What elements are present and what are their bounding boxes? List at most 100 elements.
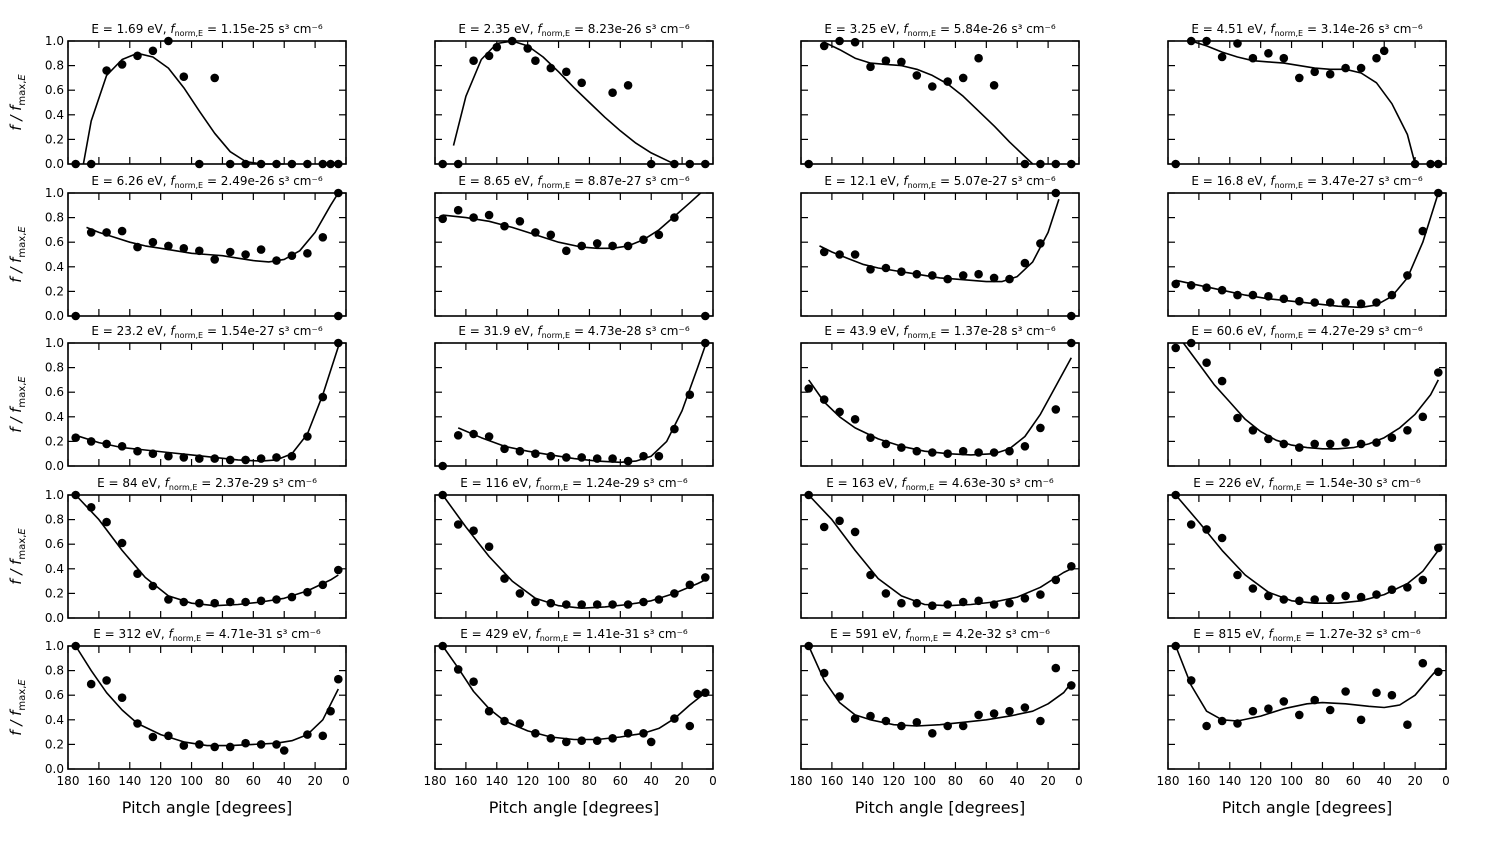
data-point (133, 719, 142, 728)
data-point (318, 159, 328, 169)
data-point (1372, 298, 1381, 307)
data-point (86, 159, 96, 169)
data-point (646, 159, 656, 169)
data-point (866, 62, 875, 72)
data-point (881, 439, 891, 449)
data-point (1325, 298, 1335, 307)
x-tick-label: 160 (87, 774, 110, 788)
fit-curve (1175, 192, 1440, 309)
data-point (241, 597, 250, 607)
panel-title: E = 226 eV, fnorm,E = 1.54e-30 s³ cm⁻⁶ (1193, 476, 1421, 492)
x-tick-label: 40 (644, 774, 659, 788)
data-point (102, 517, 111, 527)
fit-curve (1175, 494, 1439, 604)
data-point (546, 63, 556, 73)
x-tick-label: 80 (582, 774, 597, 788)
data-point (1279, 697, 1289, 706)
y-tick-label: 0.2 (45, 586, 64, 600)
data-point (492, 42, 502, 52)
fit-curve (819, 198, 1060, 283)
data-point (646, 737, 656, 747)
y-axis-label: f / fmax,E (7, 376, 28, 433)
fit-curve (823, 41, 1034, 165)
fnorm-symbol: f (905, 627, 911, 641)
data-point (148, 237, 158, 247)
fnorm-symbol: f (170, 22, 176, 36)
panel-energy: E = 6.26 eV, (91, 174, 170, 188)
data-point (1248, 290, 1258, 300)
data-point (148, 46, 158, 56)
data-point (1005, 598, 1014, 608)
data-point (1217, 285, 1227, 295)
x-tick-label: 100 (913, 774, 936, 788)
data-point (1005, 274, 1014, 284)
fit-curve (442, 645, 706, 741)
data-point (334, 159, 343, 169)
data-point (1202, 36, 1211, 46)
data-point (1020, 258, 1030, 268)
data-point (334, 311, 343, 321)
data-point (850, 714, 860, 723)
data-point (1341, 298, 1350, 307)
y-label-sub-e: E (17, 74, 28, 81)
y-tick-label: 0.4 (45, 562, 64, 576)
y-tick-label: 0.6 (45, 83, 64, 97)
data-point (195, 740, 204, 749)
panel-title: E = 84 eV, fnorm,E = 2.37e-29 s³ cm⁻⁶ (97, 476, 317, 492)
data-point (623, 81, 633, 90)
fnorm-value: = 4.27e-29 s³ cm⁻⁶ (1303, 324, 1423, 338)
data-point (1186, 281, 1196, 290)
data-point (943, 721, 952, 731)
data-point (546, 734, 556, 743)
data-point (685, 159, 695, 169)
data-point (1356, 299, 1366, 309)
panel-15: E = 163 eV, fnorm,E = 4.63e-30 s³ cm⁻⁶ (800, 476, 1080, 619)
data-point (453, 159, 463, 169)
data-point (133, 242, 142, 252)
panel-energy: E = 12.1 eV, (824, 174, 903, 188)
data-point (86, 503, 96, 512)
data-point (71, 159, 80, 169)
data-point (453, 665, 463, 674)
panel-energy: E = 226 eV, (1193, 476, 1268, 490)
data-point (241, 738, 250, 748)
fnorm-subscript: norm,E (908, 29, 937, 38)
y-axis-label: f / fmax,E (7, 74, 28, 131)
fnorm-subscript: norm,E (169, 483, 198, 492)
panel-title: E = 116 eV, fnorm,E = 1.24e-29 s³ cm⁻⁶ (460, 476, 688, 492)
fnorm-subscript: norm,E (542, 331, 571, 340)
data-point (819, 395, 829, 404)
data-point (608, 241, 617, 251)
data-point (1020, 594, 1030, 603)
data-point (210, 73, 219, 83)
plot-frame (434, 342, 714, 467)
y-axis-label: f / fmax,E (7, 679, 28, 736)
data-point (1264, 292, 1273, 301)
data-point (438, 461, 448, 471)
data-point (1036, 239, 1045, 248)
data-point (1434, 667, 1443, 677)
fnorm-subscript: norm,E (542, 181, 571, 190)
plot-frame (1167, 192, 1447, 317)
y-label-main: f / f (7, 405, 25, 433)
data-point (256, 596, 266, 606)
data-point (958, 73, 968, 83)
data-point (484, 432, 494, 441)
data-point (179, 244, 189, 253)
x-tick-label: 100 (547, 774, 570, 788)
plot-frame (67, 342, 347, 467)
data-point (164, 36, 173, 46)
data-point (225, 597, 235, 607)
fnorm-value: = 1.54e-27 s³ cm⁻⁶ (203, 324, 323, 338)
data-point (701, 311, 710, 321)
fit-curve (1174, 645, 1439, 722)
data-point (303, 432, 312, 441)
plot-frame (800, 342, 1080, 467)
data-point (469, 526, 478, 535)
data-point (469, 56, 478, 65)
data-point (546, 451, 556, 461)
data-point (912, 71, 922, 80)
panel-title: E = 16.8 eV, fnorm,E = 3.47e-27 s³ cm⁻⁶ (1191, 174, 1422, 190)
data-point (1036, 423, 1045, 433)
